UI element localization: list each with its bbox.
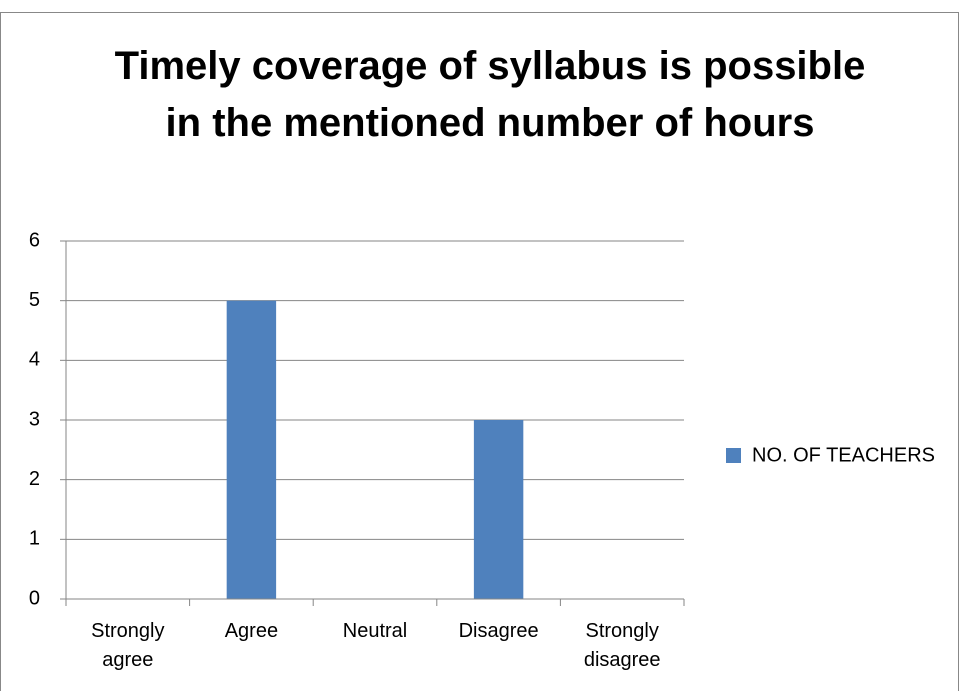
x-tick-label: Strongly disagree: [583, 620, 661, 671]
x-label-box: Agree: [224, 620, 279, 642]
legend-label: NO. OF TEACHERS: [752, 444, 935, 466]
x-tick-label: Neutral: [342, 620, 408, 642]
chart-border: [0, 12, 959, 691]
legend-swatch: [726, 448, 741, 463]
chart-title: Timely coverage of syllabus is possible …: [114, 44, 866, 145]
x-tick-label: Agree: [224, 620, 279, 642]
x-tick-label: Disagree: [458, 620, 539, 642]
y-tick-label: 1: [29, 528, 40, 550]
y-tick-label: 2: [29, 468, 40, 490]
y-tick-label: 0: [29, 587, 40, 609]
x-label-box: Strongly agree: [91, 620, 165, 671]
x-tick-label: Strongly agree: [91, 620, 165, 671]
y-tick-label: 3: [29, 408, 40, 430]
y-tick-label: 5: [29, 289, 40, 311]
x-label-box: Strongly disagree: [583, 620, 661, 671]
x-label-box: Disagree: [458, 620, 539, 642]
y-tick-label: 6: [29, 229, 40, 251]
bar: [473, 420, 524, 599]
bar: [226, 300, 277, 599]
title-box: Timely coverage of syllabus is possible …: [114, 44, 866, 145]
y-tick-label: 4: [29, 349, 40, 371]
x-label-box: Neutral: [342, 620, 408, 642]
